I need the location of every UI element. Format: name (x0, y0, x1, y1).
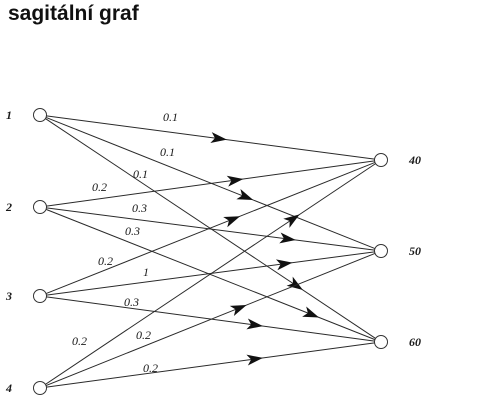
node-label-1: 1 (6, 108, 12, 122)
edge-weight-4-50: 0.2 (136, 328, 151, 342)
edge-weight-1-50: 0.1 (160, 145, 175, 159)
edge-1-40 (46, 115, 375, 160)
labels-layer: 0.1 0.1 0.1 0.2 0.3 0.3 0.2 1 0.3 0.2 0.2 0.2 1 2 3 4 40… (5, 108, 421, 395)
node-40 (374, 153, 388, 167)
arrowhead-4-50 (229, 304, 247, 317)
edge-4-60 (46, 342, 375, 388)
arrowhead-1-60 (286, 276, 303, 291)
edge-weight-1-60: 0.1 (133, 167, 148, 181)
node-label-60: 60 (409, 335, 421, 349)
arrowhead-3-60 (246, 318, 263, 330)
node-label-4: 4 (5, 381, 12, 395)
arrowhead-2-40 (226, 175, 244, 187)
nodes-layer (33, 108, 388, 395)
edge-weight-4-40: 0.2 (72, 334, 87, 348)
arrowhead-3-40 (223, 216, 241, 228)
node-label-2: 2 (5, 200, 12, 214)
edge-3-40 (45, 161, 376, 295)
node-label-3: 3 (5, 289, 12, 303)
edge-4-40 (45, 163, 376, 385)
edge-weight-3-50: 1 (143, 265, 149, 279)
node-label-40: 40 (408, 153, 421, 167)
edge-weight-3-60: 0.3 (124, 295, 139, 309)
node-label-50: 50 (409, 244, 421, 258)
arrowhead-2-60 (302, 306, 320, 318)
node-50 (374, 244, 388, 258)
arrowhead-1-40 (210, 132, 227, 144)
edges-layer (45, 115, 376, 388)
edge-weight-2-40: 0.2 (92, 180, 107, 194)
edge-weight-1-40: 0.1 (163, 110, 178, 124)
edge-weight-3-40: 0.2 (98, 254, 113, 268)
node-1 (33, 108, 47, 122)
arrowhead-4-60 (246, 354, 263, 366)
node-60 (374, 335, 388, 349)
diagram-title: sagitální graf (8, 2, 139, 25)
edge-weight-2-50: 0.3 (132, 201, 147, 215)
arrowhead-3-50 (275, 259, 293, 271)
arrowhead-2-50 (279, 232, 296, 244)
edge-4-50 (45, 252, 376, 387)
arrowhead-1-50 (236, 189, 254, 201)
node-2 (33, 200, 47, 214)
edge-weight-2-60: 0.3 (125, 224, 140, 238)
edge-2-40 (46, 160, 375, 207)
edge-weight-4-60: 0.2 (143, 361, 158, 375)
arrowhead-4-40 (283, 214, 300, 228)
edge-2-50 (46, 207, 375, 251)
node-4 (33, 381, 47, 395)
node-3 (33, 289, 47, 303)
